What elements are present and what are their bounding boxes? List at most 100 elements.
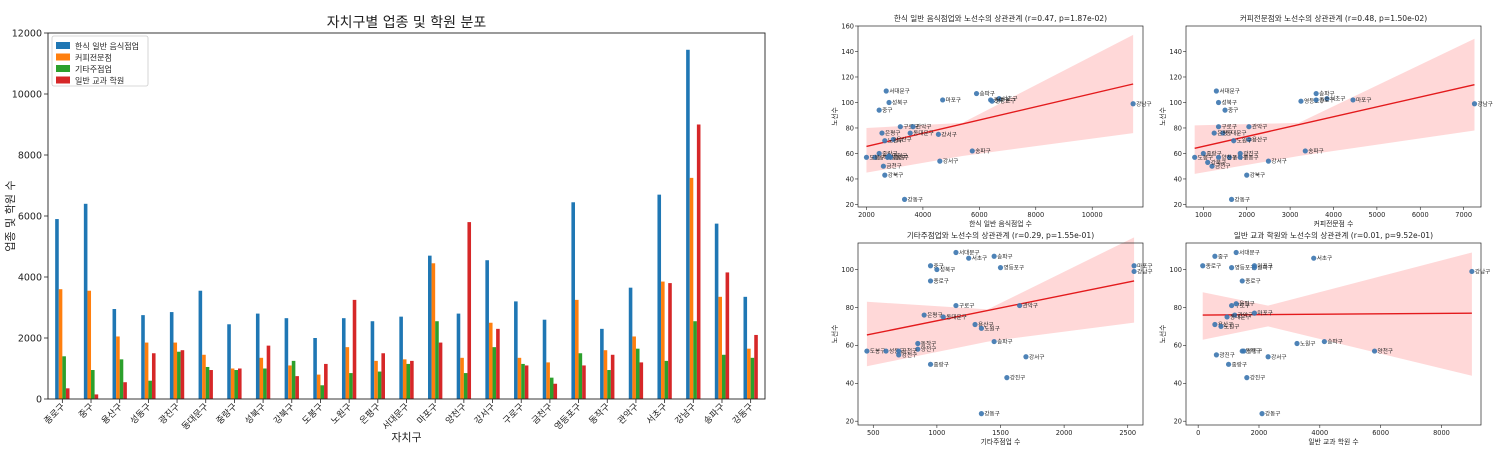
bar bbox=[488, 322, 493, 399]
point-label: 용산구 bbox=[1252, 135, 1267, 143]
bar bbox=[288, 365, 292, 399]
y-tick-label: 60 bbox=[1174, 342, 1182, 350]
scatter-point bbox=[1200, 263, 1206, 269]
point-label: 송파구 bbox=[1257, 264, 1272, 272]
bar bbox=[696, 124, 701, 399]
x-tick-label: 양천구 bbox=[444, 401, 469, 426]
scatter-point bbox=[953, 249, 959, 256]
scatter-point bbox=[897, 124, 903, 130]
point-label: 송파구 bbox=[1308, 147, 1323, 155]
point-label: 종로구 bbox=[1319, 97, 1334, 104]
confidence-band bbox=[1194, 38, 1475, 174]
legend-label: 기타주점업 bbox=[75, 64, 112, 74]
x-tick-label: 용산구 bbox=[99, 401, 124, 426]
scatter-point bbox=[978, 411, 985, 417]
point-label: 동대문구 bbox=[946, 313, 967, 321]
scatter-point bbox=[1229, 302, 1235, 309]
bar bbox=[718, 296, 722, 399]
point-label: 강동구 bbox=[908, 196, 923, 203]
x-tick-label: 마포구 bbox=[415, 401, 440, 426]
point-label: 구로구 bbox=[1222, 124, 1237, 131]
point-label: 노원구 bbox=[1300, 339, 1315, 347]
scatter-point bbox=[1265, 354, 1271, 360]
scatter-point bbox=[1313, 97, 1319, 103]
scatter-point bbox=[1213, 352, 1220, 358]
scatter-point bbox=[927, 361, 934, 367]
regression-line bbox=[1194, 83, 1475, 150]
point-label: 구로구 bbox=[1235, 303, 1250, 310]
scatter-point bbox=[1324, 96, 1330, 102]
bar bbox=[603, 350, 608, 399]
point-label: 도봉구 bbox=[869, 154, 884, 161]
bar bbox=[553, 383, 558, 399]
scatter-point bbox=[1209, 163, 1215, 169]
x-axis-label: 자치구 bbox=[391, 431, 421, 444]
scatter-point bbox=[890, 136, 896, 143]
bar bbox=[628, 287, 633, 399]
y-tick-label: 20 bbox=[846, 418, 854, 426]
scatter-point bbox=[910, 124, 916, 130]
plot-frame bbox=[1185, 242, 1482, 426]
bar bbox=[148, 380, 152, 399]
bar bbox=[610, 354, 615, 399]
x-axis-label: 일반 교과 학원 수 bbox=[1308, 437, 1358, 446]
y-tick-label: 60 bbox=[846, 150, 854, 158]
scatter-point bbox=[921, 312, 927, 318]
point-label: 광진구 bbox=[1219, 351, 1234, 359]
y-tick-label: 120 bbox=[1169, 73, 1182, 81]
scatter-point bbox=[1228, 196, 1235, 202]
scatter-point bbox=[882, 172, 888, 178]
bar bbox=[549, 377, 554, 399]
scatter-point bbox=[1224, 314, 1230, 320]
scatter-point bbox=[940, 314, 946, 320]
scatter-point bbox=[1246, 136, 1252, 143]
x-tick-label: 10000 bbox=[1082, 211, 1103, 219]
confidence-band bbox=[866, 237, 1135, 367]
scatter-point bbox=[996, 96, 1002, 102]
scatter-point bbox=[927, 263, 934, 269]
scatter-chart-bar: 기타주점업와 노선수의 상관관계 (r=0.29, p=1.55e-01) 강남구… bbox=[830, 230, 1153, 446]
bar bbox=[291, 360, 296, 399]
bar bbox=[55, 219, 59, 399]
bar bbox=[463, 373, 468, 399]
bar bbox=[62, 356, 66, 399]
bar bbox=[151, 353, 156, 399]
scatter-point bbox=[1233, 249, 1239, 256]
point-label: 광진구 bbox=[1243, 149, 1258, 157]
scatter-point bbox=[1213, 88, 1219, 94]
point-label: 금천구 bbox=[886, 162, 901, 170]
y-axis-label: 노선수 bbox=[830, 107, 839, 126]
scatter-point bbox=[1222, 107, 1228, 113]
scatter-point bbox=[886, 153, 892, 159]
bar bbox=[374, 360, 378, 399]
point-label: 송파구 bbox=[997, 338, 1012, 346]
point-label: 광진구 bbox=[893, 153, 908, 161]
x-tick-label: 동작구 bbox=[587, 401, 612, 426]
point-label: 노원구 bbox=[888, 137, 903, 145]
point-label: 성북구 bbox=[892, 98, 907, 106]
scatter-point bbox=[1131, 268, 1137, 275]
scatter-point bbox=[1131, 263, 1137, 269]
point-label: 용산구 bbox=[896, 135, 911, 143]
bar bbox=[721, 354, 726, 399]
bar bbox=[284, 318, 289, 399]
point-label: 마포구 bbox=[1356, 96, 1371, 104]
bar bbox=[435, 321, 439, 399]
legend-label: 커피전문점 bbox=[75, 53, 112, 63]
legend-swatch bbox=[56, 42, 70, 49]
point-label: 서대문구 bbox=[889, 87, 910, 95]
scatter-point bbox=[1215, 124, 1222, 130]
point-label: 강서구 bbox=[943, 157, 958, 165]
x-tick-label: 8000 bbox=[1027, 211, 1044, 219]
point-label: 송파구 bbox=[997, 252, 1012, 260]
bar bbox=[370, 321, 375, 399]
point-label: 성동구 bbox=[891, 153, 906, 161]
bar bbox=[657, 194, 662, 399]
point-label: 관악구 bbox=[1238, 311, 1253, 319]
point-label: 양천구 bbox=[921, 345, 936, 353]
x-tick-label: 구로구 bbox=[501, 401, 526, 426]
regression-line bbox=[1202, 312, 1472, 316]
plot-frame bbox=[47, 32, 766, 400]
point-label: 동작구 bbox=[921, 340, 936, 347]
x-axis-label: 기타주점업 수 bbox=[981, 437, 1021, 446]
